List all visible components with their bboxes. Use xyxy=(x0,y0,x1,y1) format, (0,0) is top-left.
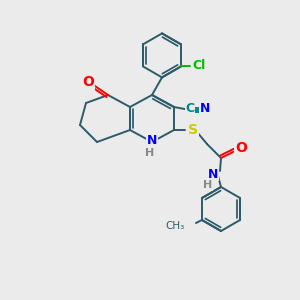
Text: N: N xyxy=(147,134,157,146)
Text: S: S xyxy=(188,123,198,137)
Text: N: N xyxy=(200,103,210,116)
Text: H: H xyxy=(203,180,213,190)
Text: CH₃: CH₃ xyxy=(166,221,185,231)
Text: O: O xyxy=(82,75,94,89)
Text: N: N xyxy=(208,167,218,181)
Text: O: O xyxy=(235,141,247,155)
Text: C: C xyxy=(185,103,195,116)
Text: H: H xyxy=(146,148,154,158)
Text: Cl: Cl xyxy=(192,59,206,72)
